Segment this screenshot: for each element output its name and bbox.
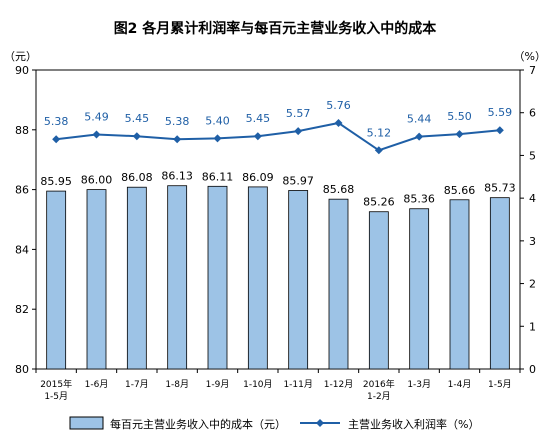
x-tick-label: 2015年 (40, 378, 72, 390)
left-tick-label: 88 (15, 124, 29, 137)
left-tick-label: 80 (15, 363, 29, 376)
line-value-label: 5.44 (407, 113, 432, 126)
line-value-label: 5.45 (246, 112, 271, 125)
legend: 每百元主营业务收入中的成本（元） 主营业务收入利润率（%） (69, 416, 479, 431)
line-marker (173, 135, 182, 144)
left-axis: 80 82 84 86 88 90 (15, 64, 36, 376)
line-path (56, 121, 500, 152)
x-tick-label: 2016年 (363, 378, 395, 390)
bar (328, 198, 349, 370)
bar-value-label: 85.36 (403, 193, 435, 206)
left-tick-label: 86 (15, 184, 29, 197)
line-value-label: 5.76 (326, 99, 351, 112)
right-tick-label: 7 (529, 64, 536, 77)
line-marker (253, 132, 262, 141)
line-value-label: 5.50 (447, 110, 472, 123)
line-value-label: 5.38 (44, 115, 69, 128)
chart-title: 图2 各月累计利润率与每百元主营业务收入中的成本 (114, 20, 438, 37)
x-tick-label: 1-6月 (85, 379, 109, 390)
x-tick-label: 1-12月 (324, 379, 353, 390)
x-tick-label: 1-10月 (243, 379, 272, 390)
line-value-label: 5.38 (165, 115, 190, 128)
right-tick-label: 3 (529, 235, 536, 248)
right-tick-label: 5 (529, 149, 536, 162)
x-tick-label: 1-4月 (448, 379, 472, 390)
bar-value-label: 85.26 (363, 196, 395, 209)
bar (207, 185, 228, 370)
line-value-label: 5.57 (286, 107, 311, 120)
bar-value-label: 86.09 (242, 171, 274, 184)
right-tick-label: 1 (529, 320, 536, 333)
left-axis-unit: （元） (4, 50, 37, 63)
bar (368, 211, 389, 370)
left-tick-label: 84 (15, 243, 29, 256)
bar-value-label: 85.97 (282, 174, 314, 187)
bar (489, 197, 510, 370)
bar-value-label: 86.00 (81, 174, 113, 187)
right-tick-label: 0 (529, 363, 536, 376)
bar (449, 199, 470, 370)
bar-value-label: 86.11 (202, 170, 234, 183)
bar (247, 186, 268, 370)
line-value-label: 5.45 (125, 112, 150, 125)
x-tick-label: 1-9月 (206, 379, 230, 390)
bar-value-label: 85.66 (444, 184, 476, 197)
line-marker (455, 130, 464, 139)
line-marker (52, 135, 61, 144)
bar-value-label: 86.13 (161, 170, 193, 183)
line-marker (495, 126, 504, 135)
x-tick-label: 1-5月 (488, 379, 512, 390)
left-tick-label: 82 (15, 303, 29, 316)
line-value-label: 5.49 (84, 110, 109, 123)
bar-value-label: 85.68 (323, 183, 355, 196)
x-tick-label: 1-11月 (283, 379, 312, 390)
bar-value-label: 85.95 (40, 175, 72, 188)
right-axis: 0 1 2 3 4 5 6 7 (520, 64, 536, 376)
line-series: 5.38 5.49 5.45 5.38 5.40 5.45 5.57 5.76 5.12 5.44… (44, 99, 513, 155)
legend-line-marker (316, 419, 324, 427)
right-tick-label: 2 (529, 278, 536, 291)
plot-area (35, 69, 521, 370)
x-tick-label: 1-7月 (125, 379, 149, 390)
right-tick-label: 4 (529, 192, 536, 205)
line-marker (213, 134, 222, 143)
legend-bar-swatch (69, 416, 104, 430)
right-axis-unit: （%） (514, 50, 546, 63)
line-marker (132, 132, 141, 141)
bar (86, 189, 107, 370)
right-tick-label: 6 (529, 107, 536, 120)
bar-series: 85.95 86.00 86.08 86.13 86.11 86.09 85.97 85.68… (40, 170, 516, 370)
bar-value-label: 85.73 (484, 182, 516, 195)
line-marker (374, 146, 383, 155)
line-value-label: 5.59 (488, 106, 513, 119)
bar (288, 190, 309, 370)
bar (167, 185, 188, 370)
line-value-label: 5.40 (205, 114, 230, 127)
bar (126, 186, 147, 370)
line-marker (92, 130, 101, 139)
x-tick-label: 1-3月 (407, 379, 431, 390)
line-marker (415, 132, 424, 141)
line-marker (334, 118, 343, 127)
x-tick-label: 1-5月 (44, 391, 68, 402)
left-tick-label: 90 (15, 64, 29, 77)
x-tick-label: 1-2月 (367, 391, 391, 402)
bar (409, 208, 430, 370)
line-value-label: 5.12 (367, 126, 392, 139)
legend-bar-label: 每百元主营业务收入中的成本（元） (110, 417, 286, 431)
bar-value-label: 86.08 (121, 171, 153, 184)
legend-line-label: 主营业务收入利润率（%） (348, 417, 479, 431)
bar (46, 190, 67, 370)
x-tick-label: 1-8月 (165, 379, 189, 390)
line-marker (294, 127, 303, 136)
